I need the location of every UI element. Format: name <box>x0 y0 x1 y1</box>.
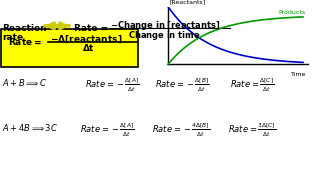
Text: $\mathbf{-\Delta[reactants]}$: $\mathbf{-\Delta[reactants]}$ <box>50 33 122 45</box>
Text: [Reactants]: [Reactants] <box>170 0 206 5</box>
FancyBboxPatch shape <box>1 29 138 67</box>
Text: $\mathbf{Change\ in\ time}$: $\mathbf{Change\ in\ time}$ <box>128 29 201 42</box>
Text: $Rate = \frac{3\Delta[C]}{\Delta t}$: $Rate = \frac{3\Delta[C]}{\Delta t}$ <box>228 122 276 139</box>
Text: $A + 4B \Longrightarrow 3C$: $A + 4B \Longrightarrow 3C$ <box>2 122 58 133</box>
Text: $Rate = -\frac{4\Delta[B]}{\Delta t}$: $Rate = -\frac{4\Delta[B]}{\Delta t}$ <box>152 122 210 139</box>
Text: Rate =: Rate = <box>74 24 108 33</box>
Text: rate: rate <box>2 33 23 42</box>
Text: $\mathbf{-Change\ in\ [reactants]}$: $\mathbf{-Change\ in\ [reactants]}$ <box>110 19 221 32</box>
Text: Products: Products <box>278 10 305 15</box>
Text: $Rate = \frac{\Delta[C]}{\Delta t}$: $Rate = \frac{\Delta[C]}{\Delta t}$ <box>230 77 274 94</box>
Text: $A + B \Longrightarrow C$: $A + B \Longrightarrow C$ <box>2 77 47 88</box>
Text: Reaction: Reaction <box>2 24 47 33</box>
Text: $Rate = -\frac{\Delta[B]}{\Delta t}$: $Rate = -\frac{\Delta[B]}{\Delta t}$ <box>155 77 210 94</box>
Text: Time: Time <box>291 72 306 77</box>
Text: $\mathbf{\Delta t}$: $\mathbf{\Delta t}$ <box>82 42 95 53</box>
Text: $\mathbf{Rate = }$: $\mathbf{Rate = }$ <box>8 36 42 47</box>
Text: $Rate = -\frac{\Delta[A]}{\Delta t}$: $Rate = -\frac{\Delta[A]}{\Delta t}$ <box>85 77 140 94</box>
Text: $Rate = -\frac{\Delta[A]}{\Delta t}$: $Rate = -\frac{\Delta[A]}{\Delta t}$ <box>80 122 134 139</box>
